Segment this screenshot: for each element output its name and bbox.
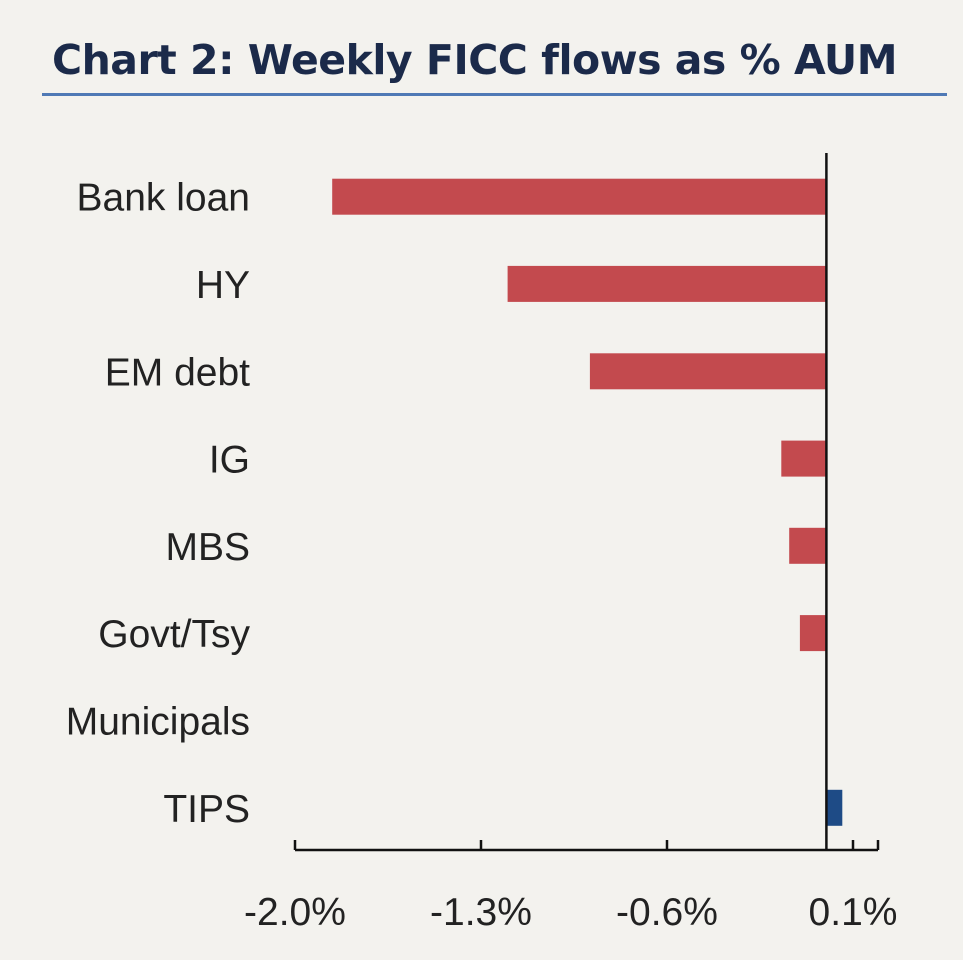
category-label: IG — [209, 439, 250, 482]
category-label: Municipals — [66, 700, 250, 743]
chart-title: Chart 2: Weekly FICC flows as % AUM — [52, 36, 898, 84]
axes-group — [293, 153, 880, 852]
category-labels: Bank loan HY EM debt IG MBS Govt/Tsy Municipal… — [66, 177, 251, 831]
category-label: TIPS — [163, 788, 250, 831]
category-label: EM debt — [105, 351, 250, 394]
x-tick-label: -2.0% — [244, 891, 346, 934]
bars-group — [332, 178, 843, 826]
bar-ig — [781, 440, 827, 477]
category-label: HY — [196, 264, 250, 307]
category-label: Govt/Tsy — [98, 613, 250, 656]
category-label: Bank loan — [77, 177, 250, 220]
bar-tips — [826, 789, 843, 826]
title-divider — [42, 93, 947, 96]
bar-em-debt — [589, 353, 827, 390]
category-label: MBS — [165, 526, 250, 569]
bar-govt-tsy — [799, 615, 827, 652]
x-tick-label: 0.1% — [809, 891, 898, 934]
tick-labels: -2.0% -1.3% -0.6% 0.1% — [244, 891, 897, 934]
x-tick-label: -1.3% — [430, 891, 532, 934]
x-tick-label: -0.6% — [616, 891, 718, 934]
bar-bank-loan — [332, 178, 827, 215]
bar-mbs — [789, 527, 827, 564]
bar-hy — [507, 265, 827, 302]
